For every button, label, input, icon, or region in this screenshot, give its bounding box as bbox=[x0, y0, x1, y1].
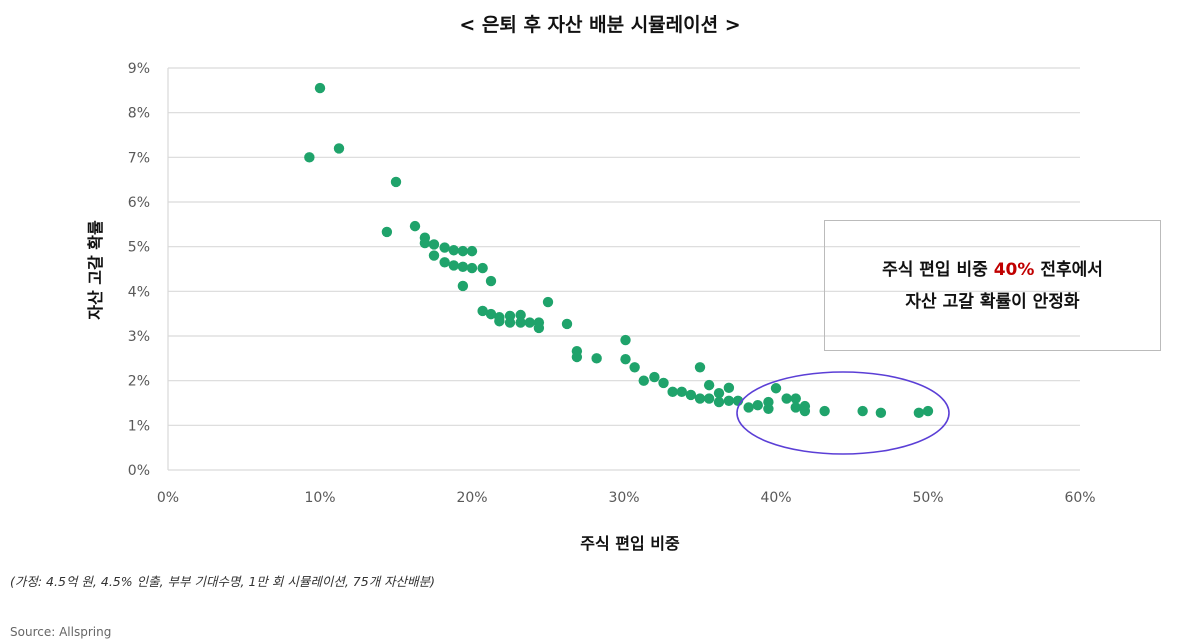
data-point bbox=[515, 317, 526, 328]
y-tick-label: 7% bbox=[128, 150, 150, 166]
data-point bbox=[314, 82, 326, 94]
data-point bbox=[428, 239, 440, 250]
data-point bbox=[781, 393, 792, 404]
y-tick-label: 3% bbox=[128, 329, 150, 345]
data-point bbox=[649, 371, 660, 383]
data-point bbox=[466, 245, 478, 257]
data-point bbox=[703, 379, 715, 391]
data-point bbox=[477, 262, 488, 274]
x-tick-label: 40% bbox=[760, 490, 791, 506]
y-tick-label: 8% bbox=[128, 106, 150, 122]
x-tick-label: 20% bbox=[456, 490, 487, 506]
data-point bbox=[477, 305, 488, 317]
y-tick-label: 2% bbox=[128, 374, 150, 390]
data-point bbox=[713, 396, 725, 408]
data-point bbox=[448, 245, 459, 256]
data-point bbox=[694, 393, 706, 404]
x-axis-label: 주식 편입 비중 bbox=[580, 534, 680, 553]
data-point bbox=[504, 317, 516, 328]
data-point bbox=[304, 152, 315, 163]
data-point bbox=[658, 377, 669, 389]
annotation-text: 주식 편입 비중 bbox=[882, 259, 994, 280]
annotation-box: 주식 편입 비중 40% 전후에서 자산 고갈 확률이 안정화 bbox=[824, 220, 1161, 351]
highlight-ellipse bbox=[736, 371, 950, 455]
data-point bbox=[419, 237, 431, 249]
data-point bbox=[638, 375, 649, 386]
x-tick-label: 0% bbox=[157, 490, 179, 506]
y-tick-label: 4% bbox=[128, 284, 150, 300]
data-point bbox=[448, 260, 459, 271]
data-point bbox=[629, 362, 640, 373]
data-point bbox=[561, 318, 573, 330]
data-point bbox=[439, 242, 450, 253]
data-point bbox=[439, 257, 450, 268]
annotation-text: 전후에서 bbox=[1034, 259, 1103, 280]
data-point bbox=[723, 395, 735, 406]
data-point bbox=[752, 400, 763, 411]
data-point bbox=[409, 220, 421, 232]
data-point bbox=[763, 403, 774, 415]
data-point bbox=[457, 245, 469, 257]
data-point bbox=[713, 387, 725, 399]
data-point bbox=[457, 280, 469, 292]
data-point bbox=[533, 322, 545, 334]
data-point bbox=[913, 407, 925, 419]
data-point bbox=[770, 383, 782, 394]
data-point bbox=[676, 386, 687, 398]
data-point bbox=[703, 393, 715, 404]
data-point bbox=[524, 317, 535, 328]
data-point bbox=[485, 308, 497, 320]
data-point bbox=[694, 362, 706, 373]
data-point bbox=[799, 405, 811, 417]
annotation-highlight: 40% bbox=[993, 259, 1035, 280]
data-point bbox=[485, 275, 497, 287]
data-point bbox=[466, 262, 478, 274]
y-tick-label: 5% bbox=[128, 240, 150, 256]
data-point bbox=[381, 226, 393, 238]
data-point bbox=[494, 316, 505, 327]
data-point bbox=[667, 386, 678, 398]
data-point bbox=[875, 407, 887, 419]
y-tick-label: 0% bbox=[128, 463, 150, 479]
data-point bbox=[685, 389, 697, 401]
x-tick-label: 30% bbox=[608, 490, 639, 506]
data-point bbox=[571, 351, 583, 363]
y-tick-label: 6% bbox=[128, 195, 150, 211]
data-point bbox=[922, 405, 934, 417]
x-tick-label: 10% bbox=[304, 490, 335, 506]
x-tick-label: 50% bbox=[912, 490, 943, 506]
data-point bbox=[790, 393, 801, 404]
data-point bbox=[790, 402, 801, 413]
data-point bbox=[515, 309, 526, 321]
data-point bbox=[857, 405, 868, 417]
data-point bbox=[428, 250, 440, 261]
data-point bbox=[333, 143, 345, 154]
annotation-line-2: 자산 고갈 확률이 안정화 bbox=[905, 291, 1080, 312]
footnote: (가정: 4.5억 원, 4.5% 인출, 부부 기대수명, 1만 회 시뮬레이… bbox=[10, 574, 436, 589]
data-point bbox=[723, 382, 735, 394]
x-tick-label: 60% bbox=[1064, 490, 1095, 506]
data-point bbox=[620, 354, 631, 365]
data-point bbox=[390, 176, 402, 188]
chart-title: < 은퇴 후 자산 배분 시뮬레이션 > bbox=[459, 14, 741, 36]
y-tick-label: 1% bbox=[128, 418, 150, 434]
data-point bbox=[819, 405, 830, 417]
data-point bbox=[457, 261, 469, 272]
source-label: Source: Allspring bbox=[10, 625, 112, 639]
data-point bbox=[743, 402, 754, 413]
data-point bbox=[620, 334, 631, 346]
annotation-line-1: 주식 편입 비중 40% 전후에서 bbox=[882, 254, 1103, 286]
data-point bbox=[591, 353, 602, 364]
y-axis-label: 자산 고갈 확률 bbox=[86, 220, 105, 320]
y-tick-label: 9% bbox=[128, 61, 150, 77]
data-point bbox=[542, 296, 554, 308]
